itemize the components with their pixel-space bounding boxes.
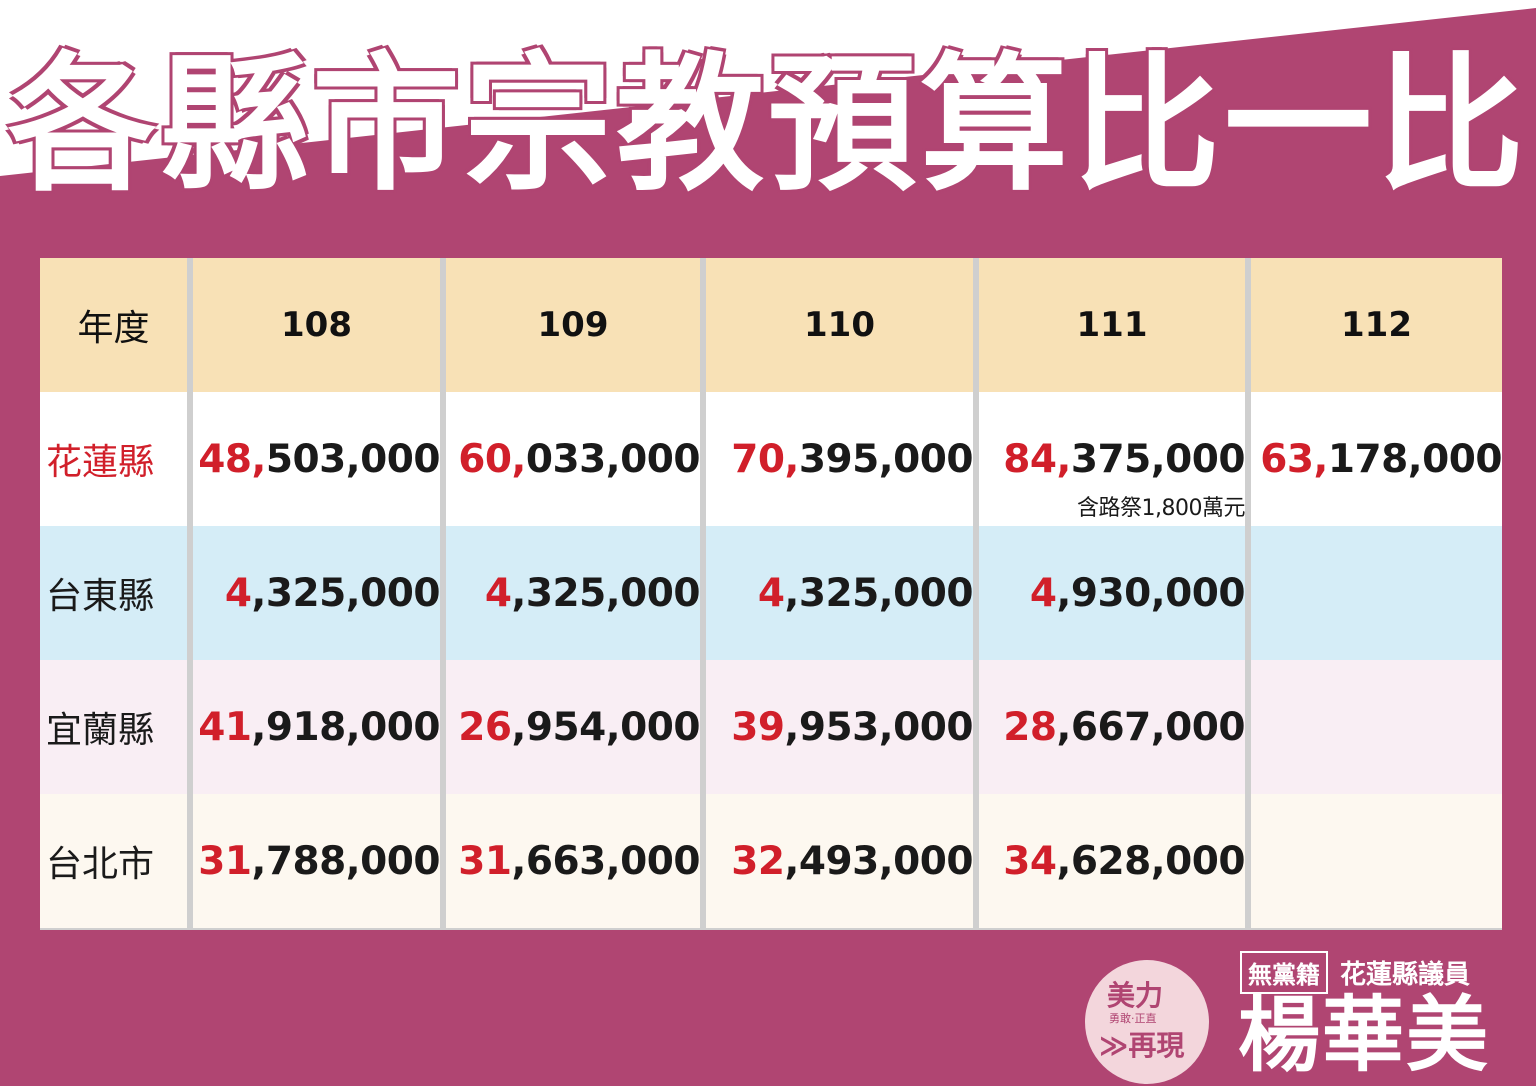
county-label: 宜蘭縣 — [40, 660, 187, 794]
budget-value: 84, 375,000 含路祭1,800萬元 — [979, 392, 1246, 526]
position-label: 花蓮縣議員 — [1340, 959, 1471, 990]
budget-value: 63, 178,000 — [1251, 392, 1503, 526]
budget-value: 34,628,000 — [979, 794, 1246, 928]
header-year-label: 年度 — [40, 258, 187, 392]
budget-value-empty — [1251, 526, 1502, 660]
county-label: 台東縣 — [40, 526, 187, 660]
budget-table: 年度 108 109 110 111 112 花蓮縣 48, 503,000 60… — [40, 258, 1503, 930]
badge-text-bottom: ≫再現 — [1099, 1029, 1185, 1062]
table-row: 台東縣 4,325,000 4,325,000 4,325,000 4,930,… — [40, 526, 1502, 660]
budget-value: 28,667,000 — [979, 660, 1246, 794]
header-year-112: 112 — [1251, 258, 1502, 392]
budget-value: 48, 503,000 — [193, 392, 441, 526]
table-row: 花蓮縣 48, 503,000 60, 033,000 70, 395,000 84,… — [40, 392, 1503, 526]
county-label: 台北市 — [40, 794, 187, 928]
budget-value: 70, 395,000 — [706, 392, 974, 526]
budget-value: 4,325,000 — [193, 526, 441, 660]
badge-text-small: 勇敢‧正直 — [1109, 1012, 1157, 1025]
budget-value: 31,663,000 — [446, 794, 701, 928]
budget-value: 60, 033,000 — [446, 392, 701, 526]
budget-value-empty — [1251, 660, 1502, 794]
table-header-row: 年度 108 109 110 111 112 — [40, 258, 1502, 392]
slogan-badge: 美力 勇敢‧正直 ≫再現 — [1085, 960, 1209, 1084]
budget-value-empty — [1251, 794, 1502, 928]
badge-text-top: 美力 — [1107, 979, 1164, 1012]
header-year-111: 111 — [979, 258, 1245, 392]
county-label: 花蓮縣 — [40, 392, 187, 526]
budget-value: 26,954,000 — [446, 660, 701, 794]
budget-value: 4,325,000 — [706, 526, 974, 660]
header-year-108: 108 — [193, 258, 440, 392]
budget-value: 4,930,000 — [979, 526, 1246, 660]
budget-value: 39,953,000 — [706, 660, 974, 794]
affiliation: 無黨籍 花蓮縣議員 — [1240, 950, 1470, 994]
page-title: 各縣市宗教預算比一比 — [8, 39, 1528, 211]
budget-value: 32,493,000 — [706, 794, 974, 928]
header-year-109: 109 — [446, 258, 700, 392]
top-white-band — [0, 0, 1536, 176]
candidate-name: 楊華美 — [1238, 987, 1491, 1083]
budget-value: 4,325,000 — [446, 526, 701, 660]
budget-value: 41,918,000 — [193, 660, 441, 794]
table-row: 台北市 31,788,000 31,663,000 32,493,000 34,… — [40, 794, 1502, 928]
table-row: 宜蘭縣 41,918,000 26,954,000 39,953,000 28,… — [40, 660, 1502, 794]
budget-note: 含路祭1,800萬元 — [1077, 496, 1245, 521]
header-year-110: 110 — [706, 258, 973, 392]
party-label: 無黨籍 — [1240, 950, 1328, 994]
budget-value: 31,788,000 — [193, 794, 441, 928]
